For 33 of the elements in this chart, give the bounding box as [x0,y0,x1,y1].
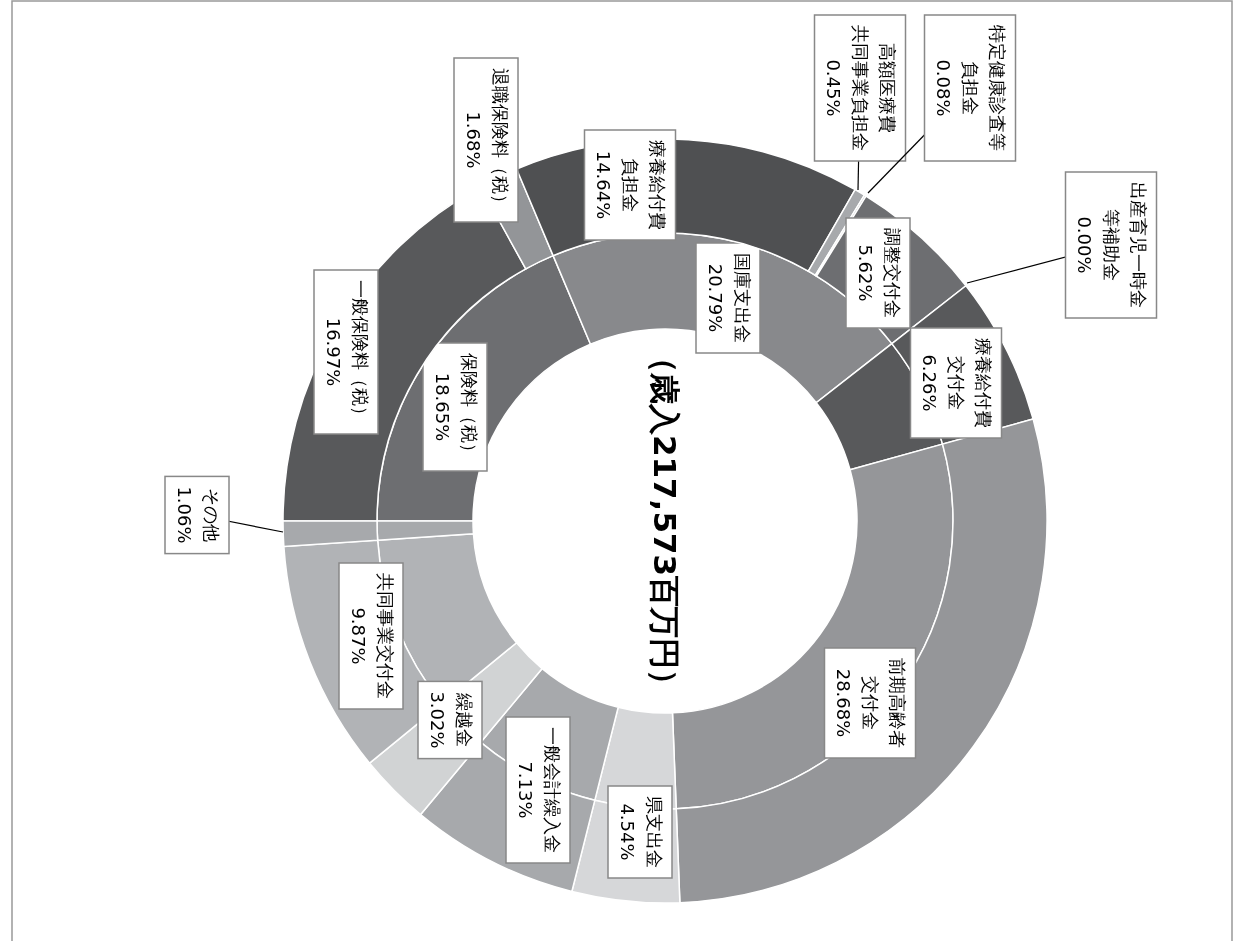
text: （歳入217,573百万円） [647,341,683,701]
text: 0.00% [1074,216,1095,274]
data-label: 0.08% [933,59,954,117]
slice-label: 特定健康診査等負担金 [960,25,1008,151]
data-label: 9.87% [347,607,369,665]
slice-label: 退職保険料（税） [489,68,511,212]
data-label: 7.13% [514,761,536,819]
data-label: 16.97% [322,317,344,387]
data-label: 1.06% [173,486,195,544]
slice-label: その他 [200,488,222,542]
slice-label: 県支出金 [643,796,665,868]
data-label: 5.62% [854,244,876,302]
slice-label: 療養給付費交付金 [946,338,994,428]
data-label: 1.68% [462,111,484,169]
slice-label: 国庫支出金 [731,253,753,343]
slice-label: 一般会計繰入金 [541,727,563,853]
slice-label: 調整交付金 [881,228,903,318]
data-label: 28.68% [833,668,854,738]
data-label: 4.54% [616,803,638,861]
slice-label: 一般保険料（税） [349,280,371,424]
slice-label: 前期高齢者交付金 [860,658,908,748]
slice-label: 高額医療費共同事業負担金 [850,25,898,151]
data-label: 20.79% [704,263,726,333]
slice-label: 療養給付費負担金 [620,140,668,230]
data-label: 6.26% [919,354,940,412]
data-label: 18.65% [431,372,453,442]
slice-label: 保険料（税） [458,353,480,461]
data-label: 3.02% [426,691,448,749]
slice-label: 繰越金 [453,692,475,747]
data-label: 14.64% [593,150,614,220]
category-label: 出産育児一時金等補助金 [1101,182,1149,308]
data-label: 0.45% [823,59,844,117]
slice-label: 共同事業交付金 [374,573,396,699]
